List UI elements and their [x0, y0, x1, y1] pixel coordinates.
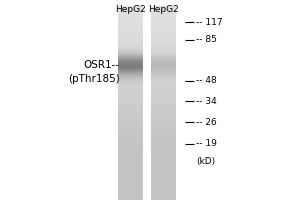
Text: -- 26: -- 26 — [196, 118, 217, 127]
Text: -- 34: -- 34 — [196, 97, 217, 106]
Text: HepG2: HepG2 — [148, 5, 179, 14]
Text: -- 48: -- 48 — [196, 76, 217, 85]
Text: (pThr185): (pThr185) — [68, 74, 120, 84]
Text: (kD): (kD) — [196, 157, 216, 166]
Text: -- 117: -- 117 — [196, 18, 223, 27]
Text: HepG2: HepG2 — [115, 5, 146, 14]
Text: OSR1--: OSR1-- — [84, 60, 120, 70]
Text: -- 85: -- 85 — [196, 35, 218, 44]
Text: -- 19: -- 19 — [196, 139, 218, 148]
